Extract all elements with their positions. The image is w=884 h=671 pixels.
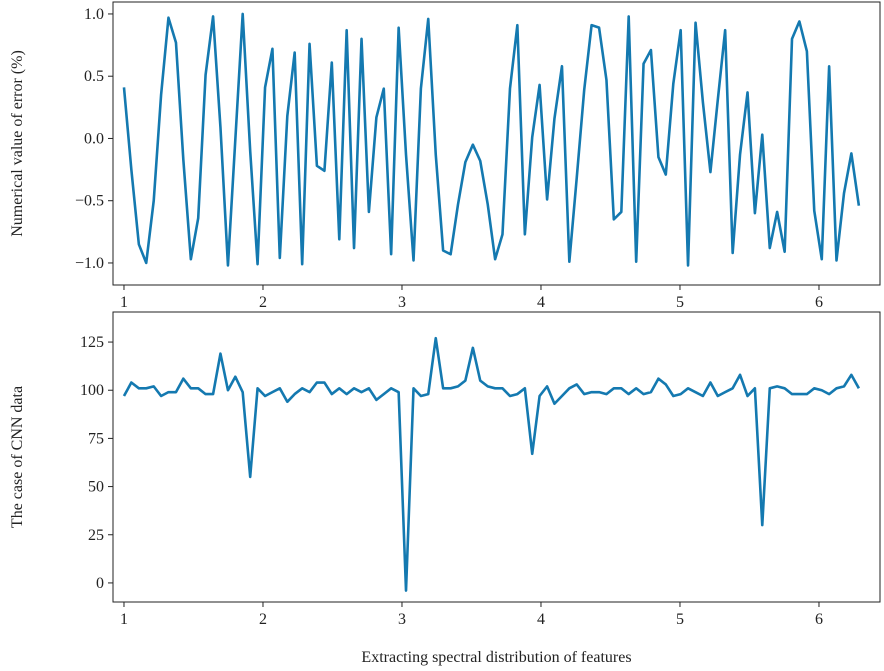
- x-tick-label: 5: [676, 294, 684, 311]
- y-tick-label: −0.5: [75, 193, 104, 210]
- data-line: [122, 336, 861, 592]
- y-tick-label: 125: [80, 334, 104, 351]
- x-tick-label: 3: [398, 611, 406, 628]
- y-tick-label: 0: [96, 575, 104, 592]
- y-tick-label: 75: [88, 430, 104, 447]
- y-axis-label: The case of CNN data: [9, 386, 26, 528]
- y-tick-label: 0.5: [84, 68, 104, 85]
- y-tick-label: −1.0: [75, 255, 104, 272]
- x-tick-label: 6: [815, 611, 823, 628]
- x-tick-label: 6: [815, 294, 823, 311]
- y-tick-label: 50: [88, 479, 104, 496]
- x-tick-label: 2: [259, 294, 267, 311]
- axes-frame: [112, 311, 881, 603]
- x-tick-label: 2: [259, 611, 267, 628]
- data-line: [122, 12, 861, 267]
- x-tick-label: 5: [676, 611, 684, 628]
- x-tick-label: 4: [537, 294, 545, 311]
- x-axis-label: Extracting spectral distribution of feat…: [361, 649, 631, 666]
- y-tick-label: 100: [80, 382, 104, 399]
- x-tick-label: 1: [120, 294, 128, 311]
- x-tick-label: 3: [398, 294, 406, 311]
- y-axis-label: Numerical value of error (%): [9, 50, 26, 237]
- axes-frame: [112, 1, 881, 286]
- y-tick-label: 1.0: [84, 6, 104, 23]
- x-tick-label: 1: [120, 611, 128, 628]
- y-tick-label: 0.0: [84, 130, 104, 147]
- x-tick-label: 4: [537, 611, 545, 628]
- y-tick-label: 25: [88, 527, 104, 544]
